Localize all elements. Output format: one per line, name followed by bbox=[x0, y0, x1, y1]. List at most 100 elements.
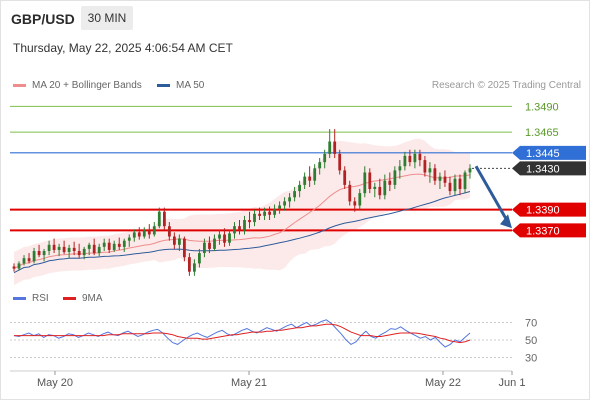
top-bar: GBP/USD 30 MIN bbox=[0, 0, 590, 36]
candle bbox=[147, 230, 151, 235]
candle bbox=[27, 258, 31, 262]
candle bbox=[203, 242, 206, 253]
candle bbox=[368, 172, 372, 189]
candle bbox=[67, 247, 71, 252]
rsi-level-label: 30 bbox=[525, 353, 537, 365]
candle bbox=[428, 168, 432, 173]
copyright-text: Research © 2025 Trading Central bbox=[431, 80, 581, 91]
candle bbox=[107, 242, 111, 250]
level-badge bbox=[512, 145, 586, 160]
candle bbox=[112, 243, 116, 250]
time-tick-label: May 21 bbox=[231, 377, 267, 389]
candle bbox=[127, 237, 131, 241]
bollinger-swatch bbox=[13, 84, 26, 87]
candle bbox=[32, 251, 36, 262]
level-label: 1.3490 bbox=[525, 101, 559, 113]
symbol-title: GBP/USD bbox=[11, 11, 75, 27]
rsi-legend-label: RSI bbox=[32, 293, 49, 304]
candle bbox=[468, 168, 472, 173]
candle bbox=[22, 258, 26, 264]
level-badge bbox=[512, 161, 586, 176]
rsi-level-label: 50 bbox=[525, 335, 537, 347]
candle bbox=[122, 240, 126, 247]
rsi-ma-swatch bbox=[63, 297, 76, 300]
bollinger-legend: MA 20 + Bollinger Bands bbox=[13, 80, 142, 91]
candle bbox=[333, 141, 337, 154]
candle bbox=[423, 160, 427, 173]
candle bbox=[193, 263, 196, 272]
candle bbox=[163, 211, 166, 227]
time-axis: May 20 May 21 May 22 Jun 1 bbox=[10, 370, 526, 389]
candle bbox=[157, 211, 161, 227]
candle bbox=[393, 170, 397, 185]
candle bbox=[213, 238, 216, 249]
candle bbox=[142, 230, 146, 237]
candle bbox=[47, 244, 51, 251]
forecast-arrow bbox=[474, 165, 510, 224]
candle bbox=[233, 226, 236, 234]
candle bbox=[308, 176, 312, 181]
rsi-ma-legend-label: 9MA bbox=[82, 293, 103, 304]
candle bbox=[87, 244, 91, 249]
time-tick-label: Jun 1 bbox=[499, 377, 526, 389]
candle bbox=[413, 153, 417, 163]
candle bbox=[17, 263, 21, 269]
candle bbox=[263, 211, 266, 216]
level-label: 1.3430 bbox=[526, 163, 560, 175]
rsi-level-label: 70 bbox=[525, 317, 537, 329]
candle bbox=[343, 170, 347, 185]
level-badge bbox=[512, 223, 586, 238]
level-label: 1.3370 bbox=[526, 225, 560, 237]
candle bbox=[92, 244, 96, 254]
candle bbox=[288, 197, 291, 202]
candle bbox=[183, 238, 186, 258]
candle bbox=[228, 233, 231, 243]
candle bbox=[298, 184, 301, 192]
candle bbox=[243, 220, 246, 231]
rsi-ma-line bbox=[14, 323, 471, 344]
candle bbox=[82, 248, 86, 256]
candles-layer bbox=[12, 129, 472, 276]
candle bbox=[52, 244, 56, 250]
time-tick-label: May 22 bbox=[425, 377, 461, 389]
timeframe-button[interactable]: 30 MIN bbox=[81, 6, 133, 30]
candle bbox=[248, 220, 251, 223]
candle bbox=[57, 246, 61, 250]
candle bbox=[137, 232, 141, 237]
candle bbox=[328, 141, 332, 154]
ma50-line bbox=[13, 191, 471, 274]
candle bbox=[338, 153, 342, 171]
candle bbox=[72, 247, 76, 251]
forecast-layer bbox=[474, 165, 512, 229]
candle bbox=[258, 213, 261, 216]
rsi-panel: 70 50 30 bbox=[10, 317, 537, 365]
candle bbox=[223, 234, 226, 243]
candle bbox=[378, 186, 382, 196]
candle bbox=[268, 211, 271, 215]
candle bbox=[178, 238, 181, 245]
candle bbox=[353, 201, 357, 206]
price-levels-layer: 1.3490 1.3465 1.3445 1.3430 1.3390 1.3370 bbox=[10, 101, 586, 238]
candle bbox=[403, 155, 407, 167]
candle bbox=[418, 153, 422, 161]
candle bbox=[97, 246, 101, 254]
ma50-legend: MA 50 bbox=[157, 80, 204, 91]
candle bbox=[62, 246, 66, 253]
forecast-arrowhead bbox=[500, 214, 512, 229]
candle bbox=[373, 186, 377, 189]
candle bbox=[152, 226, 156, 235]
candle bbox=[453, 178, 457, 192]
candle bbox=[37, 251, 41, 256]
bollinger-legend-label: MA 20 + Bollinger Bands bbox=[32, 80, 142, 91]
candle bbox=[388, 180, 392, 185]
candle bbox=[283, 201, 286, 206]
candle bbox=[348, 184, 352, 202]
time-tick-label: May 20 bbox=[37, 377, 73, 389]
candle bbox=[238, 226, 241, 231]
rsi-ma-legend: 9MA bbox=[63, 293, 103, 304]
candle bbox=[273, 208, 276, 215]
candle bbox=[218, 234, 221, 239]
candle bbox=[448, 182, 452, 192]
